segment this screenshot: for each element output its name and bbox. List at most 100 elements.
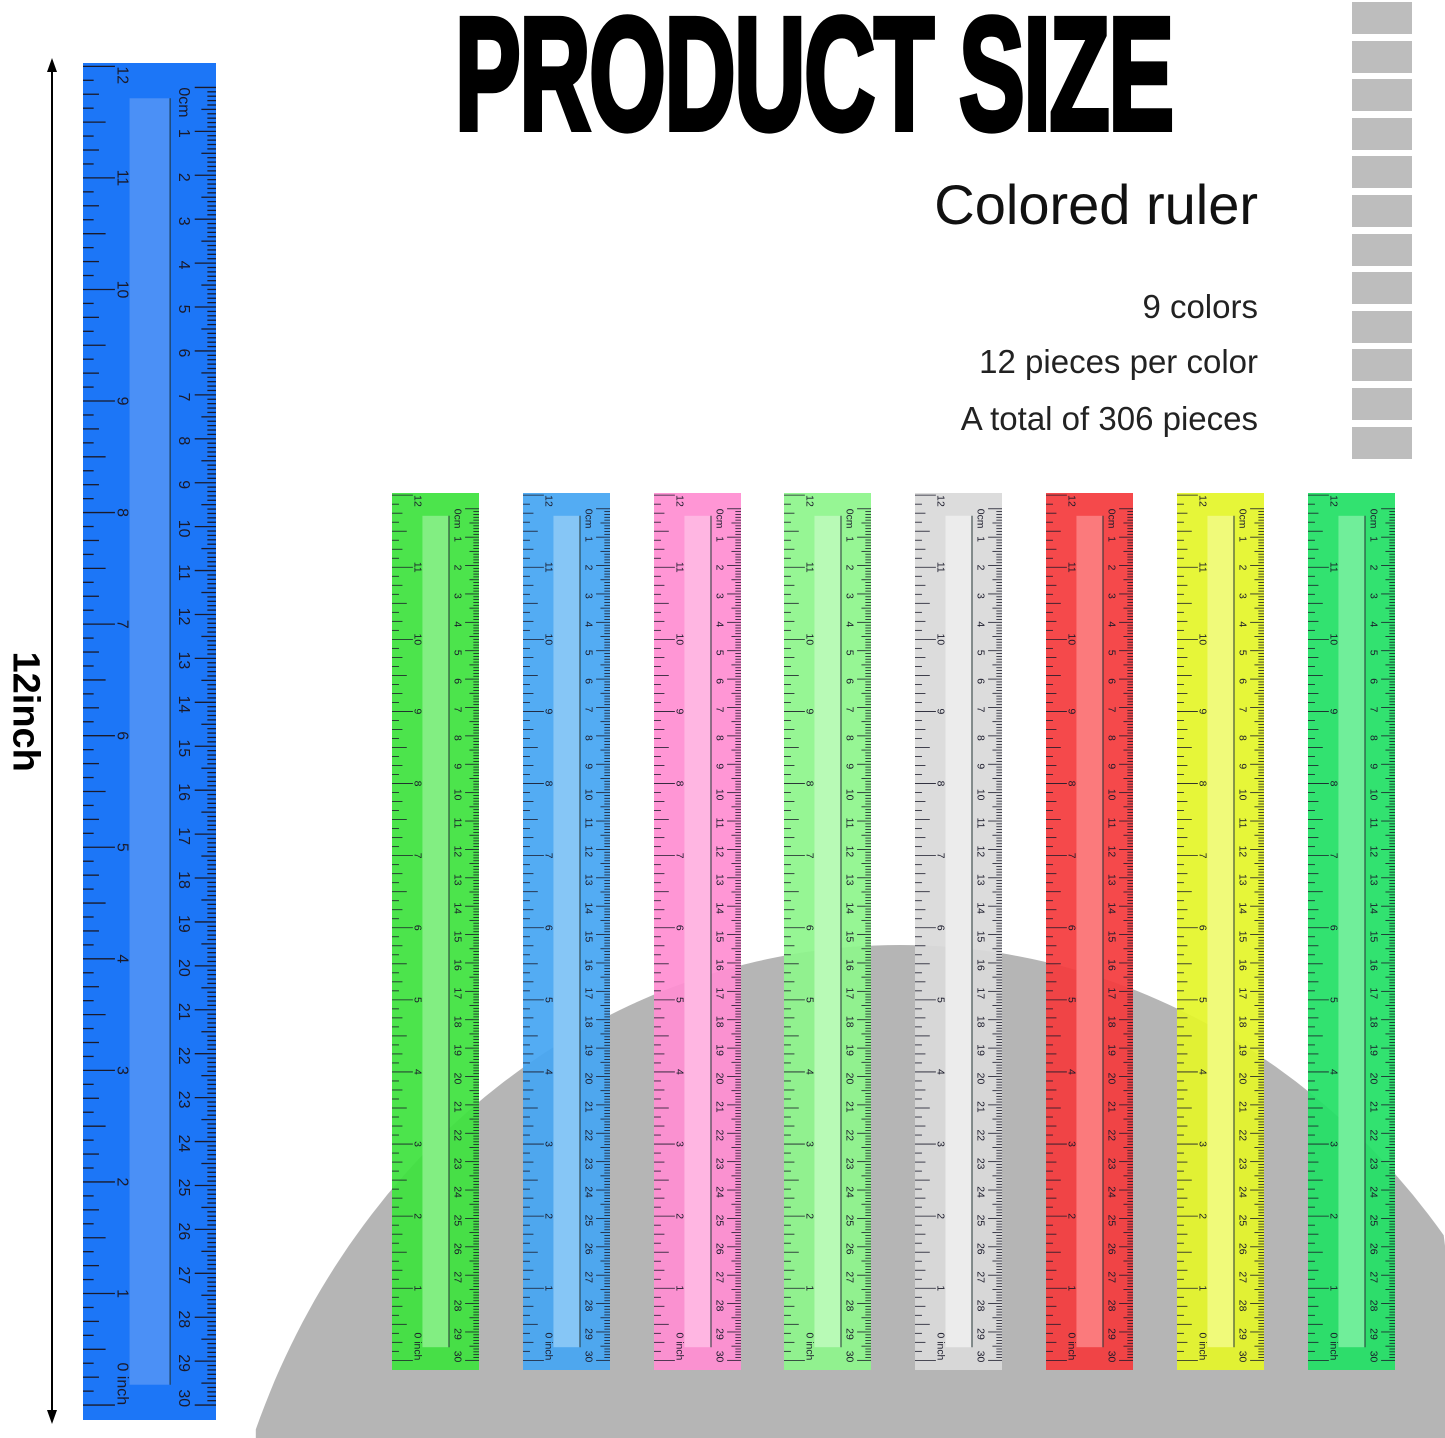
- cm-label: 22: [175, 1047, 192, 1065]
- cm-label: 0cm: [175, 87, 192, 117]
- inch-label: 3: [412, 1141, 423, 1147]
- inch-label: 8: [543, 781, 554, 787]
- cm-label: 14: [1368, 902, 1379, 914]
- cm-label: 7: [1237, 707, 1248, 713]
- cm-label: 17: [583, 988, 594, 1000]
- cm-label: 10: [1106, 789, 1117, 801]
- cm-label: 20: [714, 1073, 725, 1085]
- cm-label: 22: [452, 1129, 463, 1141]
- inch-label: 4: [1066, 1069, 1077, 1075]
- inch-label: 9: [804, 709, 815, 715]
- cm-label: 0cm: [452, 509, 463, 529]
- inch-label: 6: [804, 925, 815, 931]
- cm-label: 20: [975, 1073, 986, 1085]
- cm-label: 26: [1106, 1243, 1117, 1255]
- cm-label: 29: [1106, 1328, 1117, 1340]
- inch-label: 0 inch: [1328, 1332, 1339, 1360]
- cm-label: 30: [1237, 1351, 1248, 1363]
- cm-label: 24: [1237, 1186, 1248, 1198]
- inch-label: 8: [1066, 781, 1077, 787]
- cm-label: 17: [844, 988, 855, 1000]
- cm-label: 26: [452, 1243, 463, 1255]
- inch-label: 5: [804, 997, 815, 1003]
- spec-total-pieces: A total of 306 pieces: [960, 400, 1258, 437]
- cm-label: 11: [583, 818, 594, 829]
- gray-block: [1352, 426, 1412, 459]
- ruler-window: [129, 98, 170, 1385]
- inch-label: 1: [1066, 1285, 1077, 1291]
- ruler-2: 0cm1234567891011121314151617181920212223…: [523, 493, 610, 1370]
- cm-label: 19: [1368, 1044, 1379, 1056]
- inch-label: 1: [674, 1285, 685, 1291]
- cm-label: 20: [844, 1073, 855, 1085]
- cm-label: 26: [1368, 1243, 1379, 1255]
- ruler-window: [553, 515, 580, 1348]
- cm-label: 24: [844, 1186, 855, 1198]
- cm-label: 17: [1106, 988, 1117, 1000]
- arrow-head-down: [47, 1410, 57, 1424]
- cm-label: 22: [1237, 1129, 1248, 1141]
- inch-label: 3: [543, 1141, 554, 1147]
- cm-label: 1: [1106, 536, 1117, 542]
- inch-label: 10: [543, 634, 554, 646]
- cm-label: 16: [975, 959, 986, 971]
- cm-label: 25: [1106, 1215, 1117, 1227]
- inch-label: 6: [674, 925, 685, 931]
- cm-label: 1: [1237, 536, 1248, 542]
- cm-label: 23: [714, 1158, 725, 1170]
- cm-label: 20: [452, 1073, 463, 1085]
- cm-label: 21: [175, 1003, 192, 1021]
- cm-label: 24: [714, 1186, 725, 1198]
- cm-label: 0cm: [844, 509, 855, 529]
- cm-label: 26: [1237, 1243, 1248, 1255]
- cm-label: 21: [975, 1101, 986, 1113]
- inch-label: 1: [804, 1285, 815, 1291]
- inch-label: 4: [804, 1069, 815, 1075]
- cm-label: 13: [583, 874, 594, 886]
- cm-label: 8: [844, 735, 855, 741]
- inch-label: 0 inch: [543, 1332, 554, 1360]
- ruler-8: 0cm1234567891011121314151617181920212223…: [1308, 493, 1395, 1370]
- gray-block: [1352, 349, 1412, 382]
- cm-label: 19: [1237, 1044, 1248, 1056]
- inch-label: 0 inch: [114, 1362, 131, 1405]
- inch-label: 12: [935, 495, 946, 507]
- cm-label: 18: [1106, 1016, 1117, 1028]
- cm-label: 9: [714, 763, 725, 769]
- cm-label: 29: [844, 1328, 855, 1340]
- cm-label: 11: [1106, 818, 1117, 829]
- cm-label: 20: [1368, 1073, 1379, 1085]
- cm-label: 13: [1237, 874, 1248, 886]
- cm-label: 23: [175, 1091, 192, 1109]
- cm-label: 4: [714, 621, 725, 627]
- cm-label: 6: [1368, 678, 1379, 684]
- cm-label: 12: [452, 846, 463, 858]
- cm-label: 3: [1237, 593, 1248, 599]
- cm-label: 2: [175, 173, 192, 182]
- cm-label: 1: [714, 536, 725, 542]
- cm-label: 17: [975, 988, 986, 1000]
- cm-label: 15: [714, 931, 725, 943]
- cm-label: 4: [1368, 621, 1379, 627]
- inch-label: 2: [935, 1213, 946, 1219]
- inch-label: 2: [1066, 1213, 1077, 1219]
- cm-label: 11: [1368, 818, 1379, 829]
- cm-label: 5: [583, 650, 594, 656]
- cm-label: 24: [452, 1186, 463, 1198]
- cm-label: 9: [1237, 763, 1248, 769]
- cm-label: 3: [714, 593, 725, 599]
- cm-label: 1: [975, 536, 986, 542]
- cm-label: 24: [583, 1186, 594, 1198]
- cm-label: 8: [452, 735, 463, 741]
- cm-label: 4: [175, 261, 192, 270]
- cm-label: 16: [844, 959, 855, 971]
- cm-label: 6: [975, 678, 986, 684]
- cm-label: 30: [1106, 1351, 1117, 1363]
- length-label: 12inch: [4, 651, 47, 772]
- inch-label: 4: [1197, 1069, 1208, 1075]
- inch-label: 0 inch: [412, 1332, 423, 1360]
- inch-label: 9: [1328, 709, 1339, 715]
- cm-label: 3: [175, 217, 192, 226]
- cm-label: 2: [844, 565, 855, 571]
- cm-label: 23: [452, 1158, 463, 1170]
